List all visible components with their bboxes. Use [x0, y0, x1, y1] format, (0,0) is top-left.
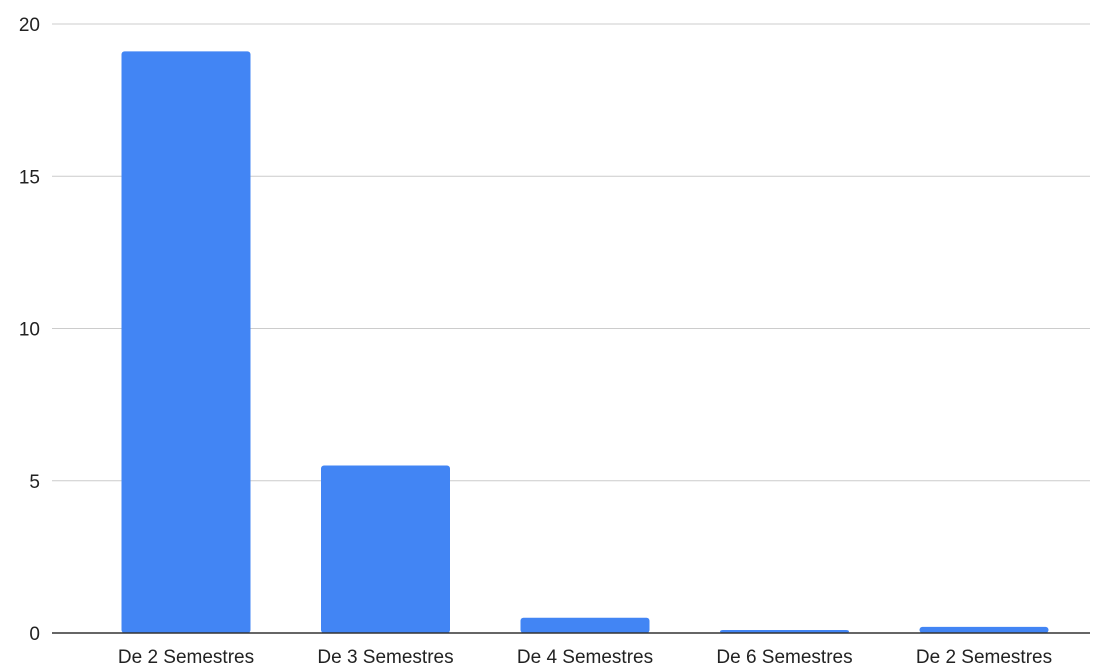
- x-axis-ticks: De 2 Semestres De 3 Semestres De 4 Semestr…: [118, 647, 1052, 668]
- x-tick-label: De 2 Semestres: [118, 647, 254, 668]
- bars: [121, 51, 1049, 633]
- bar-5: [919, 626, 1049, 633]
- bar-1: [121, 51, 251, 633]
- x-tick-label: De 2 Semestres: [916, 647, 1052, 668]
- y-tick-label: 5: [29, 472, 40, 493]
- bar-3: [520, 617, 650, 633]
- x-tick-label: De 6 Semestres: [716, 647, 852, 668]
- bar-4: [720, 629, 849, 633]
- y-tick-label: 0: [29, 624, 40, 645]
- x-tick-label: De 3 Semestres: [317, 647, 453, 668]
- bar-2: [321, 465, 450, 633]
- y-tick-label: 20: [19, 15, 40, 36]
- y-tick-label: 10: [19, 320, 40, 341]
- x-tick-label: De 4 Semestres: [517, 647, 653, 668]
- y-axis-ticks: 0 5 10 15 20: [19, 15, 40, 645]
- y-tick-label: 15: [19, 167, 40, 188]
